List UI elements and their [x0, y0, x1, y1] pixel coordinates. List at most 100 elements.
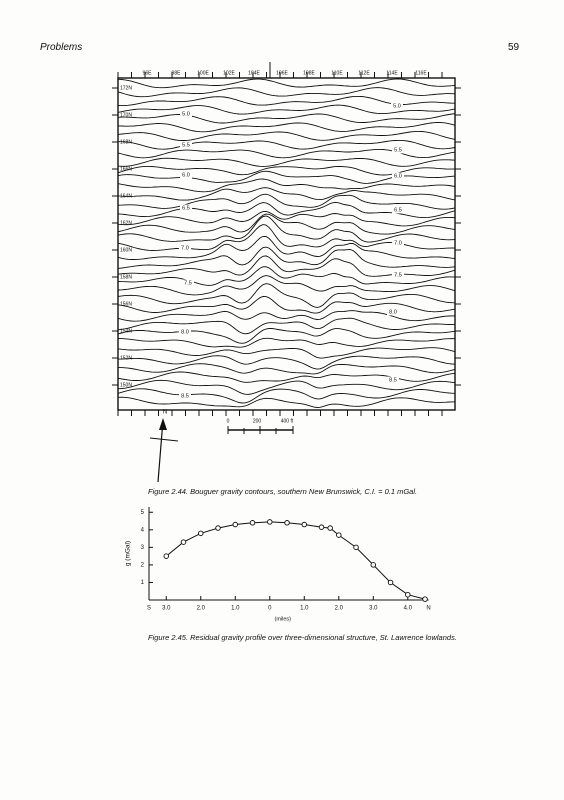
data-point — [387, 579, 394, 586]
latitude-label: 172N — [120, 85, 132, 91]
label-knockout — [180, 141, 192, 149]
data-point — [318, 524, 325, 530]
contour-line — [118, 130, 455, 141]
contour-line — [118, 396, 455, 408]
scale-label: 400 ft — [281, 418, 294, 424]
scale-bar: 0 200 400 ft — [227, 418, 294, 434]
y-tick-label: 5 — [141, 510, 145, 516]
contour-lines — [118, 78, 455, 408]
label-knockout — [392, 206, 404, 214]
contour-line — [118, 317, 455, 335]
label-knockout — [182, 279, 194, 287]
contour-line — [118, 139, 455, 150]
contour-label: 8.0 — [181, 329, 189, 335]
contour-label: 7.0 — [181, 245, 189, 251]
x-tick-label: 1.0 — [231, 606, 240, 612]
data-point — [249, 520, 256, 526]
label-knockout — [179, 244, 191, 252]
contour-line — [118, 104, 455, 115]
contour-line — [118, 235, 455, 260]
contour-line — [118, 178, 455, 193]
label-knockout — [387, 308, 399, 316]
longitude-label: 106E — [276, 70, 288, 76]
longitude-label: 110E — [331, 70, 343, 76]
contour-line — [118, 355, 455, 370]
data-point — [163, 553, 170, 559]
contour-label: 5.5 — [182, 142, 190, 148]
label-knockout — [179, 392, 191, 400]
x-tick-label: 4.0 — [404, 606, 413, 612]
contour-line — [118, 157, 455, 167]
longitude-label: 114E — [386, 70, 398, 76]
profile-line — [165, 521, 426, 600]
label-knockout — [180, 110, 192, 118]
latitude-label: 160N — [120, 247, 132, 253]
latitude-label: 150N — [120, 382, 132, 388]
contour-line — [118, 215, 455, 243]
data-point — [284, 520, 290, 526]
scale-label: 200 — [253, 418, 262, 424]
longitude-label: 104E — [248, 70, 260, 76]
x-end-label: S — [147, 606, 151, 612]
x-tick-label: 2.0 — [197, 606, 206, 612]
data-point — [180, 539, 187, 545]
longitude-label: 100E — [197, 70, 209, 76]
contour-line — [118, 337, 455, 348]
map-frame — [117, 77, 456, 411]
running-head: Problems — [40, 42, 83, 53]
contour-line — [118, 165, 455, 176]
figure-caption: Figure 2.45. Residual gravity profile ov… — [148, 633, 457, 642]
longitude-label: 96E — [143, 70, 153, 76]
latitude-label: 168N — [120, 139, 132, 145]
contour-line — [118, 193, 455, 210]
longitude-label: 116E — [415, 70, 427, 76]
latitude-label: 154N — [120, 328, 132, 334]
profile-chart: 1 2 3 4 5 3.0 2.0 1.0 0 1.0 2.0 3.0 4.0 S N (miles) g (m… — [125, 507, 431, 622]
x-tick-label: 2.0 — [335, 606, 344, 612]
contour-line — [118, 148, 455, 159]
data-point — [301, 521, 308, 528]
y-axis-label: g (mGal) — [125, 541, 132, 566]
longitude-label: 108E — [303, 70, 315, 76]
contour-line — [118, 246, 455, 269]
latitude-label: 158N — [120, 274, 132, 280]
latitude-label: 162N — [120, 220, 132, 226]
x-tick-label: 0 — [268, 606, 272, 612]
label-knockout — [392, 172, 404, 180]
contour-label: 7.0 — [394, 240, 402, 246]
contour-line — [118, 210, 455, 227]
figure-caption: Figure 2.44. Bouguer gravity contours, s… — [148, 487, 418, 496]
longitude-label: 98E — [172, 70, 182, 76]
latitude-label: 156N — [120, 301, 132, 307]
data-point — [198, 530, 204, 537]
contour-line — [118, 310, 455, 322]
label-knockout — [391, 102, 403, 110]
label-knockout — [179, 328, 191, 336]
label-knockout — [387, 376, 399, 384]
contour-line — [118, 363, 455, 375]
contour-label: 6.0 — [394, 173, 402, 179]
contour-line — [118, 122, 455, 133]
scale-label: 0 — [227, 418, 230, 424]
contour-line — [118, 95, 455, 107]
north-label: N — [163, 410, 167, 416]
contour-label: 8.5 — [389, 377, 397, 383]
contour-label: 6.5 — [182, 205, 190, 211]
x-end-label: N — [426, 606, 430, 612]
data-point — [353, 544, 359, 551]
contour-line — [118, 170, 455, 184]
contour-label: 5.0 — [393, 103, 401, 109]
y-tick-label: 3 — [141, 545, 145, 551]
y-tick-label: 1 — [141, 580, 145, 586]
longitude-label: 102E — [223, 70, 235, 76]
contour-line — [118, 187, 455, 201]
contour-line — [118, 113, 455, 124]
contour-label: 8.5 — [181, 393, 189, 399]
longitude-label: 112E — [358, 70, 370, 76]
latitude-label: 164N — [120, 193, 132, 199]
contour-line — [118, 283, 455, 308]
contour-label: 5.5 — [394, 147, 402, 153]
latitude-label: 166N — [120, 166, 132, 172]
data-point — [336, 532, 342, 538]
label-knockout — [392, 146, 404, 154]
